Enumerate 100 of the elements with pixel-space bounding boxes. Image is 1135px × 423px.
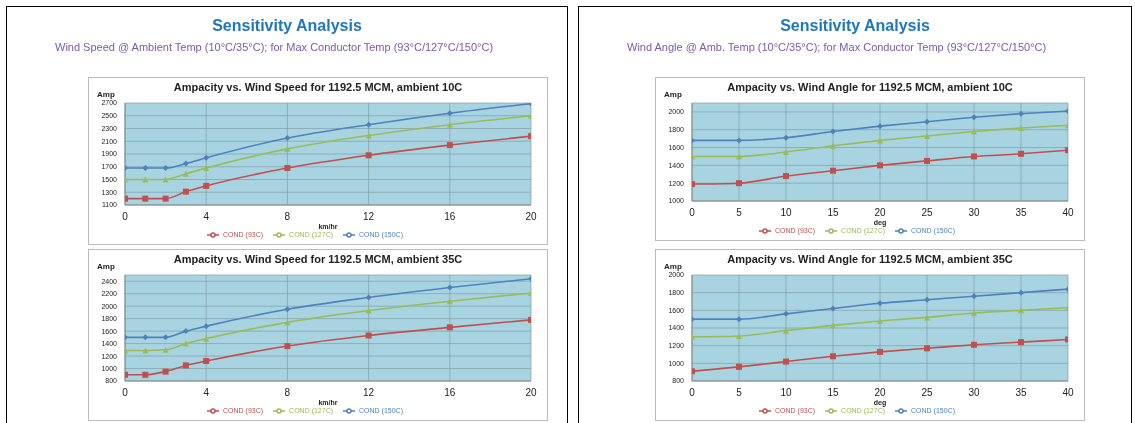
- chart-title: Ampacity vs. Wind Speed for 1192.5 MCM, ambient 10C: [173, 81, 463, 93]
- line-series: [692, 304, 1068, 340]
- chart-title: Ampacity vs. Wind Angle for 1192.5 MCM, ambient 35C: [727, 253, 1013, 265]
- point: [877, 300, 883, 307]
- point: [142, 165, 149, 172]
- point: [284, 306, 291, 313]
- chart-title: Ampacity vs. Wind Angle for 1192.5 MCM, ambient 10C: [727, 81, 1013, 93]
- x-tick-label: 20: [874, 207, 886, 219]
- text: Wind Speed @ Ambient Temp (10°C/35°C); for Max Conductor Temp (93°C/127°C/150°C): [55, 41, 495, 53]
- x-tick-label: 12: [363, 387, 375, 399]
- text: Sensitivity Analysis: [211, 17, 363, 35]
- x-tick-label: 12: [363, 211, 375, 223]
- point: [446, 324, 453, 331]
- x-tick-label: 15: [827, 387, 839, 399]
- point: [830, 322, 836, 329]
- x-tick-label: 20: [525, 211, 537, 223]
- x-tick-label: 0: [689, 207, 696, 219]
- point: [446, 284, 453, 291]
- line-series: [125, 290, 531, 354]
- point: [1018, 124, 1024, 131]
- point: [971, 309, 977, 316]
- point: [830, 353, 836, 360]
- x-tick-label: 20: [874, 387, 886, 399]
- point: [142, 176, 149, 183]
- x-tick-label: 10: [780, 387, 792, 399]
- x-tick-label: 25: [921, 387, 933, 399]
- point: [830, 305, 836, 312]
- point: [783, 327, 789, 334]
- point: [203, 165, 210, 172]
- x-tick-label: 40: [1062, 207, 1074, 219]
- point: [971, 341, 977, 348]
- point: [1018, 307, 1024, 314]
- point: [971, 114, 977, 121]
- point: [203, 358, 210, 365]
- point: [162, 334, 169, 341]
- point: [182, 340, 189, 347]
- x-tick-label: 16: [444, 211, 456, 223]
- point: [182, 170, 189, 177]
- point: [365, 121, 372, 128]
- point: [162, 176, 169, 183]
- x-tick-label: 16: [444, 387, 456, 399]
- point: [924, 314, 930, 321]
- point: [142, 195, 149, 202]
- point: [162, 165, 169, 172]
- point: [365, 132, 372, 139]
- x-tick-label: 8: [284, 387, 291, 399]
- point: [971, 128, 977, 135]
- point: [203, 154, 210, 161]
- point: [924, 157, 930, 164]
- point: [1018, 110, 1024, 117]
- point: [924, 118, 930, 125]
- x-tick-label: 5: [736, 387, 743, 399]
- point: [783, 310, 789, 317]
- point: [365, 307, 372, 314]
- point: [877, 348, 883, 355]
- y-axis-title: Amp: [664, 90, 682, 99]
- point: [1018, 339, 1024, 346]
- x-tick-label: 30: [968, 207, 980, 219]
- point: [446, 142, 453, 149]
- x-tick-label: 20: [525, 387, 537, 399]
- point: [736, 332, 742, 339]
- point: [446, 121, 453, 128]
- point: [182, 160, 189, 167]
- point: [365, 332, 372, 339]
- x-tick-label: 10: [780, 207, 792, 219]
- x-tick-label: 0: [122, 211, 129, 223]
- point: [830, 128, 836, 135]
- point: [877, 137, 883, 144]
- point: [830, 167, 836, 174]
- line-series: [125, 112, 531, 183]
- point: [284, 145, 291, 152]
- point: [365, 152, 372, 159]
- point: [446, 110, 453, 117]
- line-series: [692, 122, 1068, 160]
- x-tick-label: 35: [1015, 387, 1027, 399]
- point: [1018, 150, 1024, 157]
- x-tick-label: 0: [122, 387, 129, 399]
- point: [736, 180, 742, 187]
- point: [182, 188, 189, 195]
- point: [142, 334, 149, 341]
- point: [736, 137, 742, 144]
- point: [162, 368, 169, 375]
- x-tick-label: 35: [1015, 207, 1027, 219]
- point: [162, 195, 169, 202]
- x-tick-label: 40: [1062, 387, 1074, 399]
- point: [783, 358, 789, 365]
- point: [877, 162, 883, 169]
- line-series: [125, 133, 531, 202]
- point: [182, 362, 189, 369]
- y-axis-title: Amp: [97, 90, 115, 99]
- point: [783, 149, 789, 155]
- x-tick-label: 5: [736, 207, 743, 219]
- x-tick-label: 0: [689, 387, 696, 399]
- x-tick-label: 4: [203, 211, 210, 223]
- point: [924, 132, 930, 139]
- text: Wind Angle @ Amb. Temp (10°C/35°C); for Max Conductor Temp (93°C/127°C/150°C): [627, 41, 1048, 53]
- point: [971, 293, 977, 300]
- point: [142, 371, 149, 378]
- y-axis-title: Amp: [664, 262, 682, 271]
- point: [203, 182, 210, 189]
